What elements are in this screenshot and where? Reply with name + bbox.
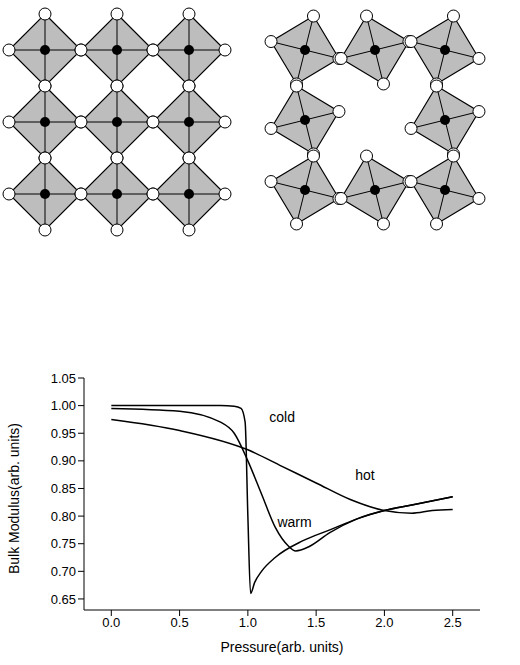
svg-text:1.0: 1.0 — [239, 615, 257, 630]
svg-text:0.65: 0.65 — [51, 592, 76, 607]
svg-text:hot: hot — [355, 467, 375, 483]
svg-text:0.5: 0.5 — [171, 615, 189, 630]
svg-text:2.5: 2.5 — [444, 615, 462, 630]
svg-text:0.70: 0.70 — [51, 564, 76, 579]
svg-text:0.85: 0.85 — [51, 481, 76, 496]
svg-text:1.5: 1.5 — [307, 615, 325, 630]
svg-text:2.0: 2.0 — [375, 615, 393, 630]
svg-text:1.05: 1.05 — [51, 371, 76, 386]
svg-text:Pressure(arb. units): Pressure(arb. units) — [221, 639, 344, 655]
svg-text:warm: warm — [276, 514, 311, 530]
svg-text:1.00: 1.00 — [51, 398, 76, 413]
svg-text:0.80: 0.80 — [51, 509, 76, 524]
svg-text:cold: cold — [269, 409, 295, 425]
svg-text:0.75: 0.75 — [51, 536, 76, 551]
svg-text:Bulk Modulus(arb. units): Bulk Modulus(arb. units) — [6, 423, 22, 574]
svg-text:0.90: 0.90 — [51, 453, 76, 468]
svg-text:0.95: 0.95 — [51, 426, 76, 441]
svg-text:0.0: 0.0 — [102, 615, 120, 630]
